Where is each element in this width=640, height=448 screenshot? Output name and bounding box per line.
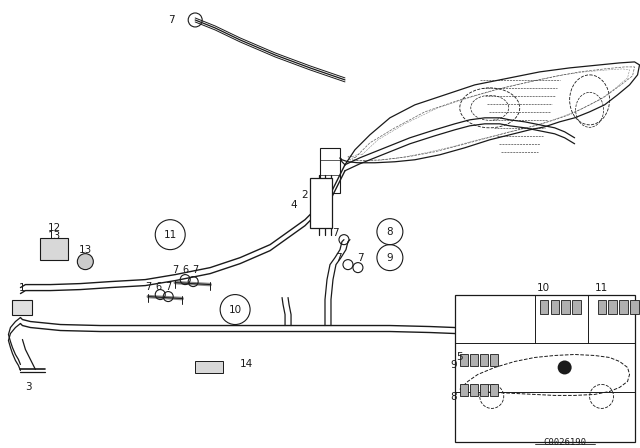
Text: 7: 7 bbox=[165, 282, 172, 292]
Text: 9: 9 bbox=[387, 253, 393, 263]
Circle shape bbox=[557, 361, 572, 375]
Text: 6: 6 bbox=[155, 282, 161, 292]
Text: 6: 6 bbox=[182, 265, 188, 275]
Text: 7: 7 bbox=[356, 253, 364, 263]
Bar bbox=[310, 178, 332, 228]
Text: 7: 7 bbox=[192, 265, 198, 275]
Text: 3: 3 bbox=[25, 383, 32, 392]
Text: 7: 7 bbox=[172, 265, 179, 275]
Bar bbox=[490, 354, 497, 366]
Bar bbox=[561, 300, 570, 314]
Text: 11: 11 bbox=[164, 230, 177, 240]
Bar bbox=[598, 300, 606, 314]
Bar bbox=[320, 148, 340, 193]
Bar bbox=[550, 300, 559, 314]
Text: 9: 9 bbox=[450, 361, 457, 370]
Text: 2: 2 bbox=[301, 190, 308, 200]
Text: 8: 8 bbox=[450, 392, 457, 402]
Bar bbox=[480, 354, 488, 366]
Text: 11: 11 bbox=[595, 283, 608, 293]
Text: 10: 10 bbox=[537, 283, 550, 293]
Text: 4: 4 bbox=[291, 200, 297, 210]
Text: 7: 7 bbox=[335, 253, 341, 263]
Bar bbox=[540, 300, 548, 314]
Text: C0026190: C0026190 bbox=[543, 438, 586, 447]
Bar bbox=[12, 300, 33, 314]
Text: 7: 7 bbox=[168, 15, 175, 25]
Text: 14: 14 bbox=[240, 359, 253, 370]
Bar bbox=[620, 300, 628, 314]
Bar bbox=[40, 237, 68, 260]
Text: 5: 5 bbox=[456, 353, 463, 362]
Text: 1: 1 bbox=[19, 283, 26, 293]
Text: 12: 12 bbox=[48, 223, 61, 233]
Bar bbox=[609, 300, 617, 314]
Bar bbox=[460, 384, 468, 396]
Bar bbox=[480, 384, 488, 396]
Bar bbox=[455, 295, 634, 442]
Text: 13: 13 bbox=[48, 231, 61, 241]
Bar bbox=[470, 384, 477, 396]
Bar bbox=[195, 362, 223, 374]
Bar bbox=[630, 300, 639, 314]
Text: 7: 7 bbox=[332, 228, 339, 237]
Bar bbox=[490, 384, 497, 396]
Text: 10: 10 bbox=[228, 305, 242, 314]
Bar bbox=[572, 300, 580, 314]
Text: 8: 8 bbox=[387, 227, 393, 237]
Circle shape bbox=[77, 254, 93, 270]
Bar bbox=[460, 354, 468, 366]
Text: 7: 7 bbox=[145, 282, 152, 292]
Bar bbox=[470, 354, 477, 366]
Text: 13: 13 bbox=[79, 245, 92, 254]
